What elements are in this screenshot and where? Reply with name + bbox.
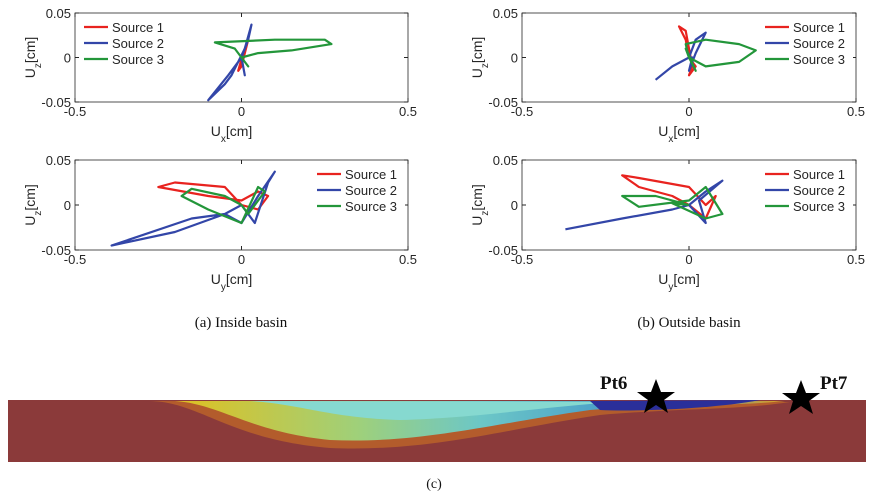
caption: (a) Inside basin xyxy=(195,315,288,331)
x-axis-label: Ux[cm] xyxy=(658,123,700,145)
series-line xyxy=(180,185,266,225)
y-axis-label-part: z xyxy=(33,63,44,68)
series-line xyxy=(157,181,270,211)
series-line xyxy=(110,170,276,247)
series-line xyxy=(684,38,757,72)
legend-label: Source 3 xyxy=(793,199,845,214)
x-axis-label-part: x xyxy=(668,134,673,145)
legend-label: Source 2 xyxy=(793,36,845,51)
x-tick-label: 0 xyxy=(238,104,245,119)
series-line xyxy=(207,23,253,102)
y-tick-label: -0.05 xyxy=(41,95,71,110)
series-line xyxy=(213,38,333,68)
legend-label: Source 1 xyxy=(793,20,845,35)
x-axis-label-part: x xyxy=(221,134,226,145)
y-axis-label: Uz[cm] xyxy=(469,37,491,79)
y-tick-label: 0.05 xyxy=(46,153,71,168)
y-axis-label: Uz[cm] xyxy=(469,184,491,226)
x-axis-label-part: U xyxy=(658,123,668,139)
y-tick-label: -0.05 xyxy=(488,95,518,110)
y-tick-label: 0.05 xyxy=(493,153,518,168)
y-tick-label: 0.05 xyxy=(493,6,518,21)
x-axis-label-part: [cm] xyxy=(226,123,252,139)
y-axis-label-part: z xyxy=(480,63,491,68)
y-tick-label: 0 xyxy=(511,198,518,213)
y-axis-label-part: z xyxy=(480,211,491,216)
y-axis-label-part: U xyxy=(22,68,38,78)
basin-model xyxy=(8,400,866,462)
y-axis-label: Uz[cm] xyxy=(22,37,44,79)
y-axis-label-part: [cm] xyxy=(469,37,485,63)
series-line xyxy=(621,174,717,220)
y-tick-label: 0 xyxy=(64,198,71,213)
point-label: Pt7 xyxy=(820,373,848,394)
x-axis-label-part: U xyxy=(211,123,221,139)
x-tick-label: -0.5 xyxy=(511,104,533,119)
x-axis-label: Ux[cm] xyxy=(211,123,253,145)
x-tick-label: 0.5 xyxy=(399,104,417,119)
y-axis-label-part: [cm] xyxy=(22,37,38,63)
x-axis-label-part: U xyxy=(211,271,221,287)
x-axis-label: Uy[cm] xyxy=(211,271,253,293)
x-axis-label-part: y xyxy=(221,282,226,293)
x-tick-label: 0 xyxy=(685,104,692,119)
x-tick-label: -0.5 xyxy=(511,252,533,267)
x-axis-label-part: [cm] xyxy=(673,123,699,139)
y-tick-label: 0.05 xyxy=(46,6,71,21)
x-axis-label-part: U xyxy=(658,271,668,287)
star xyxy=(637,379,675,413)
point-label: Pt6 xyxy=(600,373,627,394)
y-axis-label-part: z xyxy=(33,211,44,216)
y-axis-label-part: U xyxy=(469,68,485,78)
legend-label: Source 3 xyxy=(345,199,397,214)
legend-label: Source 3 xyxy=(793,52,845,67)
series-line xyxy=(677,25,697,77)
y-tick-label: 0 xyxy=(511,51,518,66)
x-tick-label: 0 xyxy=(685,252,692,267)
y-tick-label: -0.05 xyxy=(488,243,518,258)
y-tick-label: 0 xyxy=(64,51,71,66)
x-tick-label: 0.5 xyxy=(847,252,865,267)
x-axis-label-part: y xyxy=(668,282,673,293)
legend-label: Source 2 xyxy=(793,183,845,198)
legend-label: Source 1 xyxy=(112,20,164,35)
x-axis-label: Uy[cm] xyxy=(658,271,700,293)
x-tick-label: 0.5 xyxy=(399,252,417,267)
x-axis-label-part: [cm] xyxy=(673,271,699,287)
legend-label: Source 2 xyxy=(345,183,397,198)
legend-label: Source 1 xyxy=(345,167,397,182)
caption: (b) Outside basin xyxy=(637,315,741,331)
series-line xyxy=(565,179,724,231)
x-tick-label: -0.5 xyxy=(64,104,86,119)
y-axis-label-part: [cm] xyxy=(469,184,485,210)
y-tick-label: -0.05 xyxy=(41,243,71,258)
legend-label: Source 3 xyxy=(112,52,164,67)
legend-label: Source 2 xyxy=(112,36,164,51)
x-tick-label: -0.5 xyxy=(64,252,86,267)
caption: (c) xyxy=(426,477,442,492)
star xyxy=(782,380,820,414)
x-axis-label-part: [cm] xyxy=(226,271,252,287)
y-axis-label-part: [cm] xyxy=(22,184,38,210)
y-axis-label-part: U xyxy=(22,216,38,226)
x-tick-label: 0 xyxy=(238,252,245,267)
y-axis-label-part: U xyxy=(469,216,485,226)
x-tick-label: 0.5 xyxy=(847,104,865,119)
y-axis-label: Uz[cm] xyxy=(22,184,44,226)
series-line xyxy=(621,185,724,220)
legend-label: Source 1 xyxy=(793,167,845,182)
